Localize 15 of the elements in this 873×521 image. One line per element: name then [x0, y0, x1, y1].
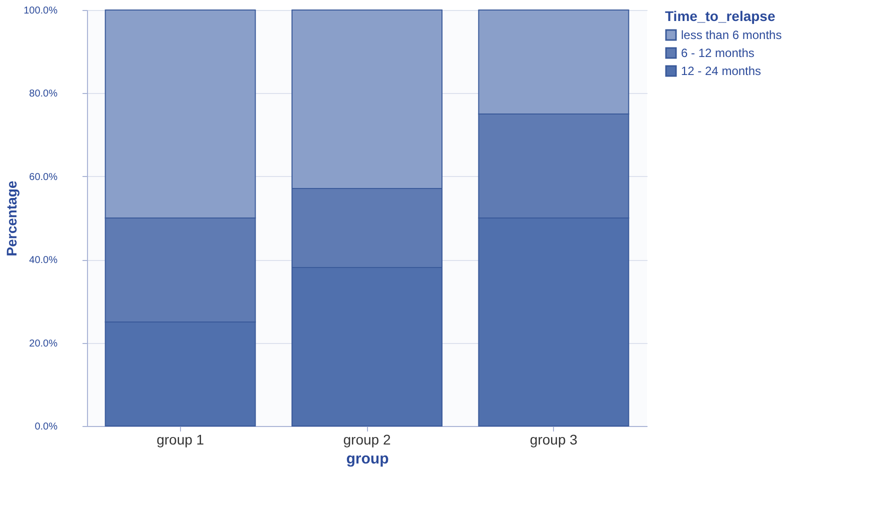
- y-axis-title: Percentage: [4, 180, 20, 256]
- y-tick-label: 20.0%: [29, 338, 58, 350]
- x-tick-label: group 1: [156, 432, 204, 448]
- x-axis-title: group: [346, 450, 389, 468]
- x-tick-label: group 2: [343, 432, 391, 448]
- legend-title: Time_to_relapse: [665, 8, 776, 24]
- y-tick-label: 100.0%: [24, 6, 58, 16]
- x-tick-label: group 3: [530, 432, 578, 448]
- y-tick-label: 0.0%: [34, 422, 58, 432]
- y-tick-label: 80.0%: [29, 88, 58, 100]
- legend-label: less than 6 months: [681, 28, 782, 42]
- y-tick-label: 40.0%: [29, 255, 58, 266]
- legend-label: 6 - 12 months: [681, 46, 754, 60]
- y-tick-label: 60.0%: [29, 172, 58, 183]
- legend-label: 12 - 24 months: [681, 64, 762, 78]
